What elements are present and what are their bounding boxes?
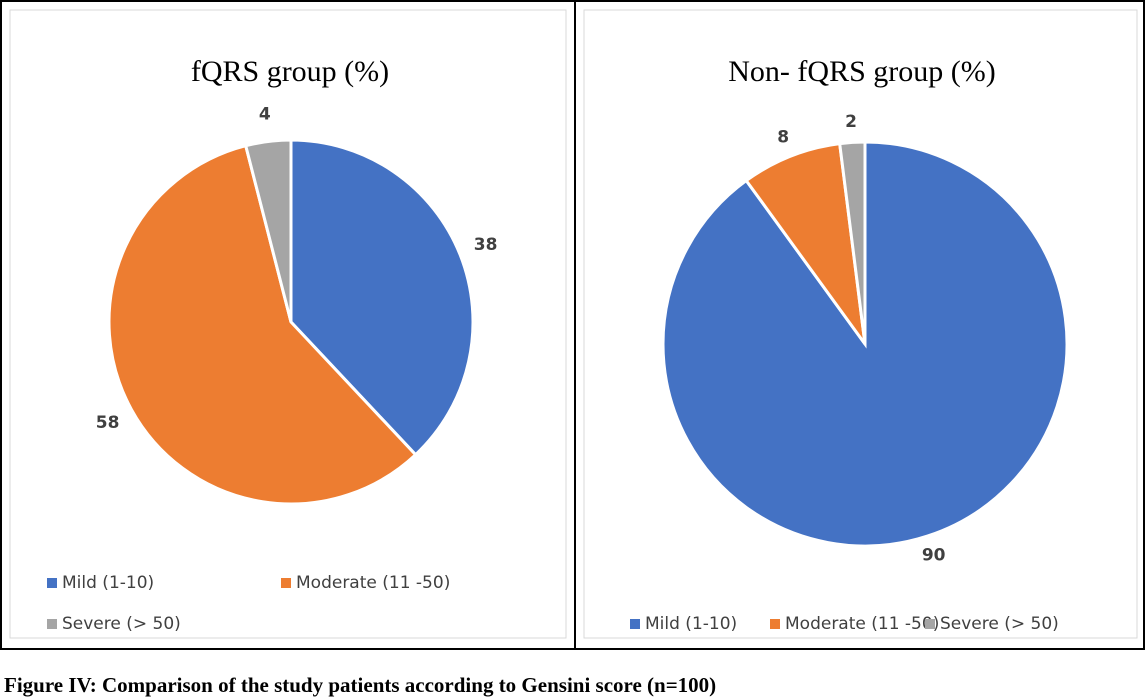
table-border bbox=[0, 0, 1145, 650]
pie-slice bbox=[289, 138, 475, 457]
caption: Figure IV: Comparison of the study patie… bbox=[4, 673, 716, 697]
legend-label: Mild (1-10) bbox=[62, 573, 154, 593]
pie-slice bbox=[107, 143, 418, 506]
legend-swatch bbox=[630, 619, 640, 629]
data-label: 2 bbox=[845, 112, 857, 132]
pie-slice bbox=[744, 141, 867, 345]
legend-swatch bbox=[925, 619, 935, 629]
legend-label: Moderate (11 -50) bbox=[785, 614, 939, 634]
legend-label: Moderate (11 -50) bbox=[296, 573, 450, 593]
legend-swatch bbox=[281, 578, 291, 588]
pie-slice bbox=[243, 138, 293, 323]
data-label: 58 bbox=[96, 413, 120, 433]
pie-slice bbox=[838, 140, 867, 345]
data-label: 38 bbox=[474, 235, 498, 255]
data-label: 90 bbox=[922, 545, 946, 565]
legend-label: Severe (> 50) bbox=[62, 614, 181, 634]
legend-swatch bbox=[770, 619, 780, 629]
legend-label: Mild (1-10) bbox=[645, 614, 737, 634]
legend-swatch bbox=[47, 619, 57, 629]
legend-swatch bbox=[47, 578, 57, 588]
chart-title: fQRS group (%) bbox=[191, 55, 389, 88]
data-label: 4 bbox=[259, 104, 271, 124]
chart-title: Non- fQRS group (%) bbox=[728, 55, 995, 88]
data-label: 8 bbox=[777, 127, 789, 147]
legend-label: Severe (> 50) bbox=[940, 614, 1059, 634]
